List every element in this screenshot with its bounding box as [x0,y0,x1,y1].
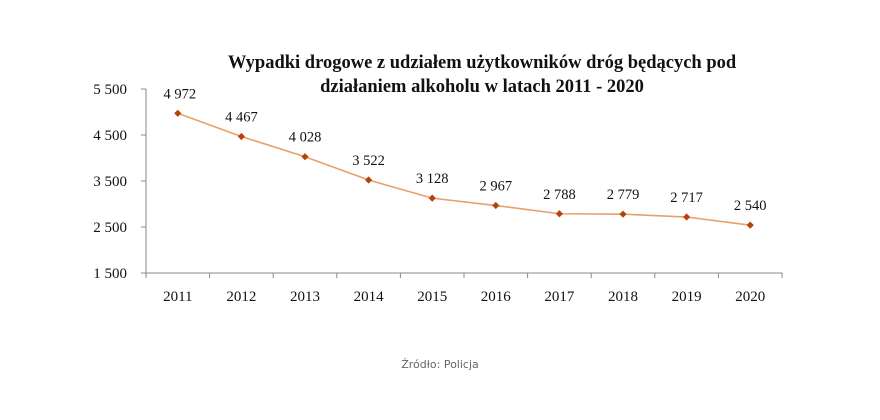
x-tick-label: 2016 [481,289,512,305]
x-tick-label: 2019 [672,289,702,305]
data-label: 3 522 [352,153,385,169]
x-tick-label: 2013 [290,289,320,305]
data-label: 4 972 [163,86,196,102]
source-note: Źródło: Policja [401,358,479,371]
data-point-marker [683,213,691,221]
y-tick-label: 1 500 [93,266,127,282]
x-tick-label: 2014 [354,289,385,305]
data-labels: 4 972 4 467 4 028 3 522 3 128 2 967 2 788 2 779… [163,86,766,214]
y-tick-label: 5 500 [93,82,127,98]
data-point-marker [555,210,563,218]
data-point-marker [428,194,436,202]
x-tick-label: 2012 [226,289,256,305]
y-axis-ticks: 1 500 2 500 3 500 4 500 5 500 [93,82,146,282]
data-point-marker [237,132,245,141]
x-tick-label: 2018 [608,289,638,305]
data-label: 4 028 [289,130,322,146]
chart-title-line-1: Wypadki drogowe z udziałem użytkowników … [228,53,737,73]
data-label: 2 788 [543,187,576,203]
data-label: 2 779 [607,187,640,203]
data-point-marker [301,153,309,161]
data-label: 2 540 [734,198,767,214]
data-label: 3 128 [416,171,449,187]
y-tick-label: 2 500 [93,220,127,236]
data-point-marker [619,210,627,218]
data-point-marker [492,201,500,210]
y-tick-label: 3 500 [93,174,127,190]
x-axis-ticks: 2011 2012 2013 2014 2015 2016 2017 2018 2019 2020 [145,273,783,305]
data-point-marker [365,176,373,184]
x-tick-label: 2011 [163,289,192,305]
data-markers [174,109,754,229]
data-point-marker [746,221,754,229]
x-tick-label: 2017 [544,289,575,305]
series-alcohol-accidents [177,112,751,226]
chart-title-line-2: działaniem alkoholu w latach 2011 - 2020 [320,77,644,97]
data-label: 4 467 [225,110,258,126]
series-line [177,112,751,226]
x-tick-label: 2015 [417,289,447,305]
data-label: 2 717 [670,190,703,206]
data-point-marker [174,109,182,117]
y-tick-label: 4 500 [93,128,127,144]
x-tick-label: 2020 [735,289,765,305]
data-label: 2 967 [479,179,512,195]
